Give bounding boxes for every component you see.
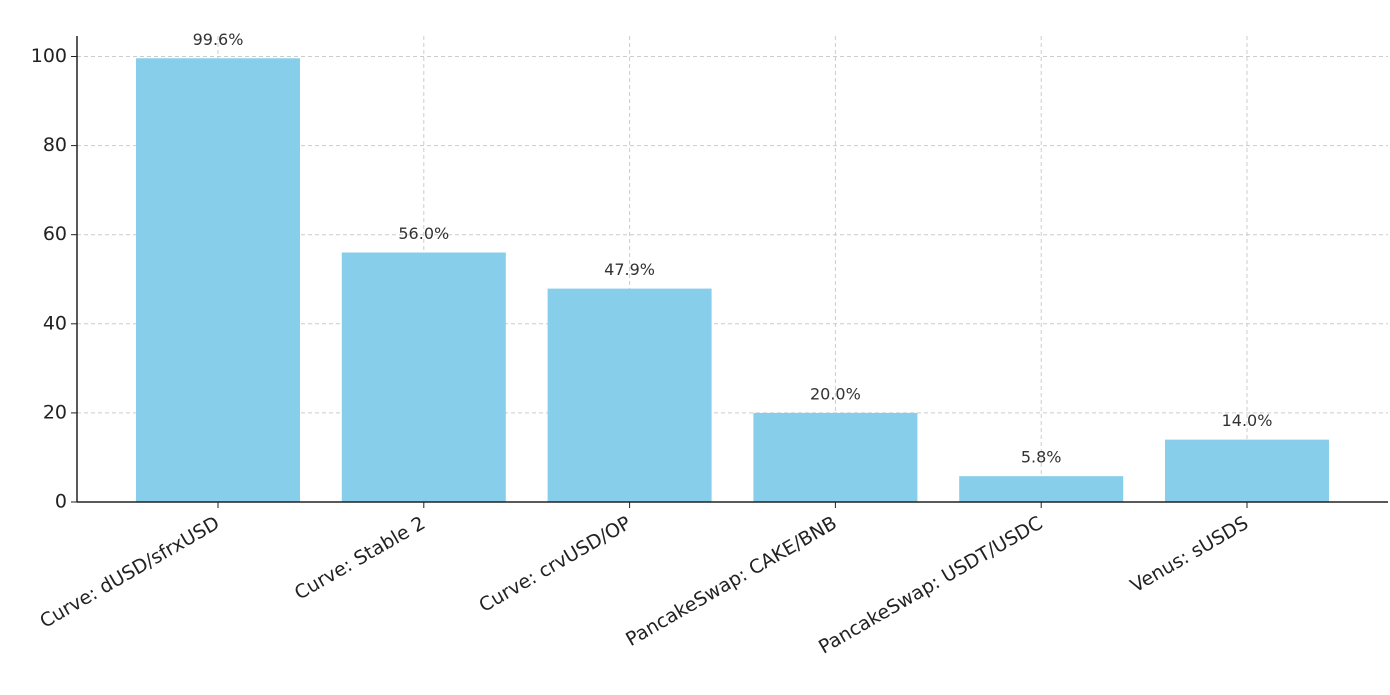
y-tick-label: 100 xyxy=(31,45,67,67)
x-tick-label: Venus: sUSDS xyxy=(1127,512,1252,597)
x-tick-label: Curve: crvUSD/OP xyxy=(475,512,634,617)
y-tick-label: 40 xyxy=(43,312,67,334)
x-tick-label: Curve: Stable 2 xyxy=(291,512,429,604)
value-label: 5.8% xyxy=(1021,448,1062,467)
x-tick-label: PancakeSwap: USDT/USDC xyxy=(815,512,1046,658)
bar xyxy=(959,476,1124,502)
value-label: 56.0% xyxy=(398,224,449,243)
value-label: 99.6% xyxy=(193,30,244,49)
value-label: 14.0% xyxy=(1222,411,1273,430)
y-tick-label: 0 xyxy=(55,491,67,513)
x-tick-label: PancakeSwap: CAKE/BNB xyxy=(622,512,840,651)
y-tick-label: 60 xyxy=(43,223,67,245)
y-tick-label: 80 xyxy=(43,134,67,156)
bar xyxy=(547,288,712,502)
value-label: 47.9% xyxy=(604,260,655,279)
bar xyxy=(1165,439,1329,502)
bar xyxy=(341,252,506,502)
bar xyxy=(753,412,918,502)
x-tick-label: Curve: dUSD/sfrxUSD xyxy=(36,512,223,633)
value-label: 20.0% xyxy=(810,384,861,403)
y-tick-label: 20 xyxy=(43,401,67,423)
bar xyxy=(136,58,300,503)
